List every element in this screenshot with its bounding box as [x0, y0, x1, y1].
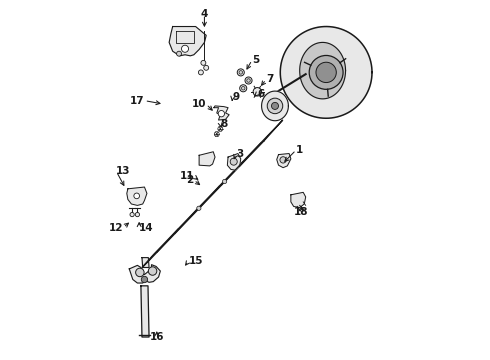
Polygon shape [142, 258, 149, 267]
Text: 9: 9 [233, 92, 240, 102]
Circle shape [267, 98, 283, 114]
Circle shape [141, 276, 147, 283]
Polygon shape [227, 153, 241, 170]
Circle shape [136, 268, 144, 277]
Circle shape [240, 85, 247, 92]
Text: 13: 13 [116, 166, 131, 176]
Circle shape [253, 87, 262, 96]
Circle shape [134, 193, 140, 199]
Text: 6: 6 [257, 89, 265, 99]
Text: 5: 5 [252, 55, 259, 65]
Circle shape [247, 79, 250, 82]
Circle shape [204, 66, 209, 70]
Circle shape [176, 51, 181, 56]
Polygon shape [291, 192, 306, 207]
Text: 2: 2 [187, 175, 194, 185]
Circle shape [271, 102, 278, 109]
Circle shape [198, 70, 203, 75]
Circle shape [239, 71, 243, 74]
Polygon shape [280, 27, 372, 118]
Polygon shape [127, 187, 147, 206]
Circle shape [230, 158, 237, 165]
Text: 7: 7 [266, 75, 273, 85]
Text: 8: 8 [220, 118, 227, 129]
Circle shape [237, 69, 245, 76]
Circle shape [316, 62, 336, 82]
Text: 17: 17 [130, 96, 145, 105]
Text: 15: 15 [189, 256, 203, 266]
Circle shape [222, 179, 227, 184]
Text: 14: 14 [139, 222, 154, 233]
Circle shape [181, 45, 189, 52]
Text: 18: 18 [294, 207, 309, 217]
Text: 1: 1 [296, 145, 303, 155]
Polygon shape [135, 120, 283, 275]
Circle shape [130, 212, 134, 217]
Circle shape [201, 60, 206, 66]
Polygon shape [129, 265, 160, 283]
Circle shape [309, 55, 343, 89]
Text: 3: 3 [236, 149, 244, 158]
Circle shape [197, 206, 201, 210]
Text: 4: 4 [201, 9, 208, 19]
Polygon shape [214, 106, 229, 120]
Polygon shape [199, 152, 215, 166]
Text: 12: 12 [109, 222, 123, 233]
Polygon shape [262, 91, 289, 121]
Circle shape [148, 267, 157, 275]
Circle shape [218, 111, 224, 117]
Polygon shape [141, 286, 149, 337]
Text: 11: 11 [179, 171, 194, 181]
Polygon shape [300, 42, 345, 99]
Text: 10: 10 [192, 99, 206, 109]
Circle shape [135, 212, 140, 217]
Polygon shape [277, 153, 291, 168]
Circle shape [242, 86, 245, 90]
Circle shape [245, 77, 252, 84]
Circle shape [280, 157, 286, 163]
Polygon shape [169, 27, 206, 56]
Text: 16: 16 [149, 332, 164, 342]
